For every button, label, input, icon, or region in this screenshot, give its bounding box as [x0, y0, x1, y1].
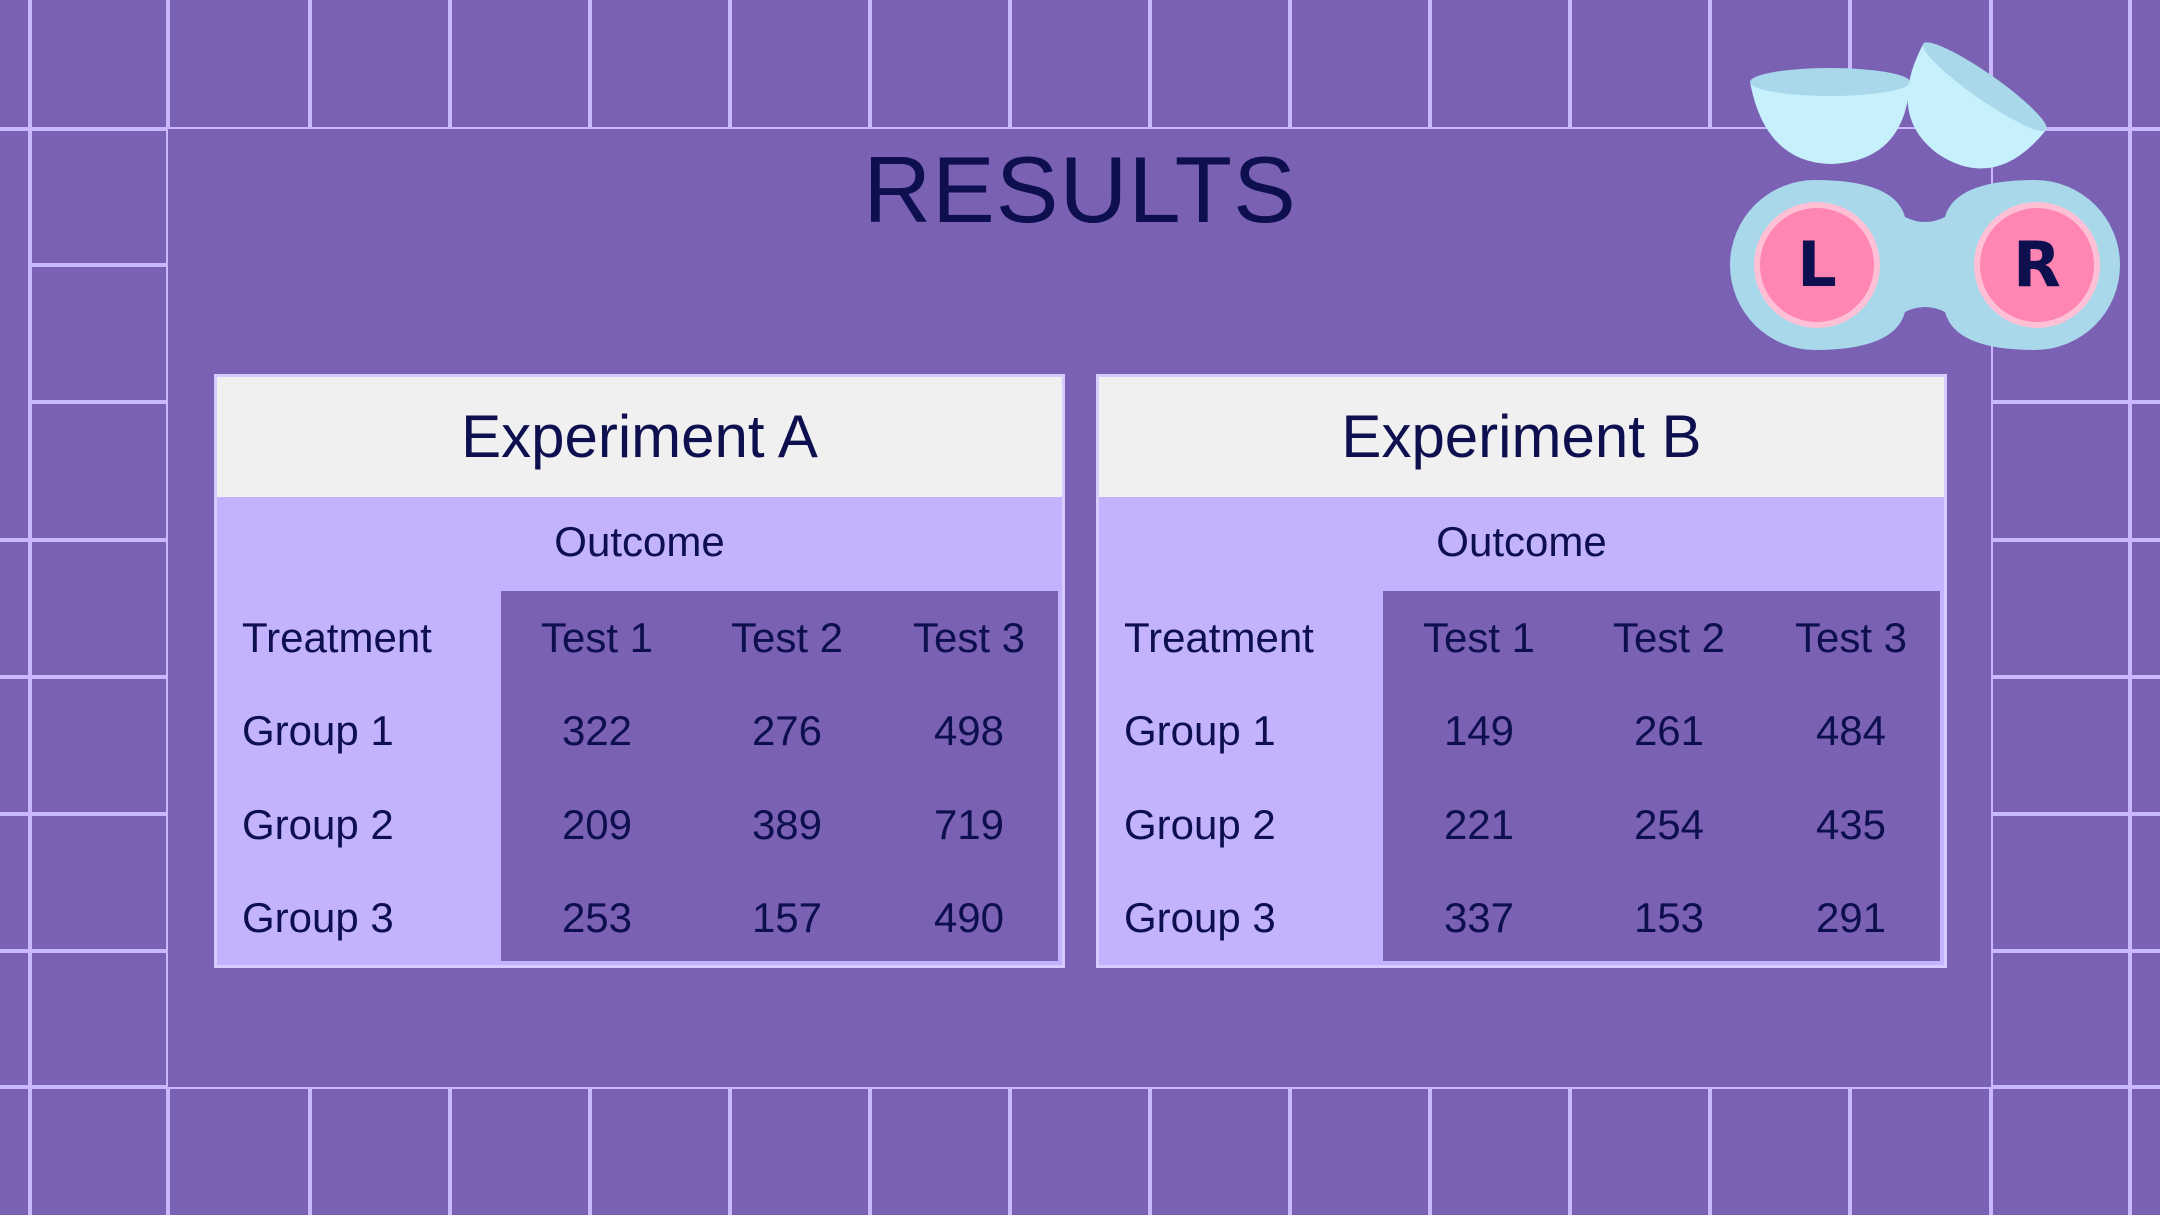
data-cells-area [1383, 591, 1940, 961]
treatment-header: Treatment [1124, 614, 1314, 661]
row-label-group-2: Group 2 [1124, 801, 1276, 848]
table-cell: 337 [1443, 894, 1515, 941]
table-cell: 484 [1815, 707, 1887, 754]
column-header-test-1: Test 1 [1422, 614, 1536, 661]
column-header-test-3: Test 3 [912, 614, 1026, 661]
column-header-test-3: Test 3 [1794, 614, 1908, 661]
table-cell: 209 [561, 801, 633, 848]
column-header-test-2: Test 2 [730, 614, 844, 661]
experiment-b-table: Experiment B Outcome Treatment Test 1 Te… [1099, 377, 1944, 965]
table-title: Experiment A [217, 377, 1062, 497]
outcome-subheader: Outcome [1436, 518, 1607, 565]
row-label-group-2: Group 2 [242, 801, 394, 848]
outcome-subheader: Outcome [554, 518, 725, 565]
table-cell: 149 [1443, 707, 1515, 754]
table-cell: 276 [751, 707, 823, 754]
experiment-a-table: Experiment A Outcome Treatment Test 1 Te… [217, 377, 1062, 965]
contact-lens-case-icon: L R [1730, 42, 2120, 350]
slide-title: RESULTS [0, 143, 2160, 237]
table-cell: 253 [561, 894, 633, 941]
slide-title-text: RESULTS [863, 137, 1297, 242]
column-header-test-2: Test 2 [1612, 614, 1726, 661]
table-cell: 490 [933, 894, 1005, 941]
lens-left-label: L [1797, 228, 1837, 301]
row-label-group-3: Group 3 [1124, 894, 1276, 941]
row-label-group-1: Group 1 [242, 707, 394, 754]
table-cell: 389 [751, 801, 823, 848]
row-label-group-3: Group 3 [242, 894, 394, 941]
table-cell: 153 [1633, 894, 1705, 941]
treatment-header: Treatment [242, 614, 432, 661]
table-cell: 291 [1815, 894, 1887, 941]
table-cell: 322 [561, 707, 633, 754]
data-cells-area [501, 591, 1058, 961]
table-cell: 498 [933, 707, 1005, 754]
column-header-test-1: Test 1 [540, 614, 654, 661]
table-cell: 254 [1633, 801, 1705, 848]
table-cell: 221 [1443, 801, 1515, 848]
lens-right-label: R [2013, 228, 2061, 301]
table-cell: 435 [1815, 801, 1887, 848]
row-label-group-1: Group 1 [1124, 707, 1276, 754]
table-title: Experiment B [1099, 377, 1944, 497]
table-cell: 719 [933, 801, 1005, 848]
table-cell: 157 [751, 894, 823, 941]
table-cell: 261 [1633, 707, 1705, 754]
